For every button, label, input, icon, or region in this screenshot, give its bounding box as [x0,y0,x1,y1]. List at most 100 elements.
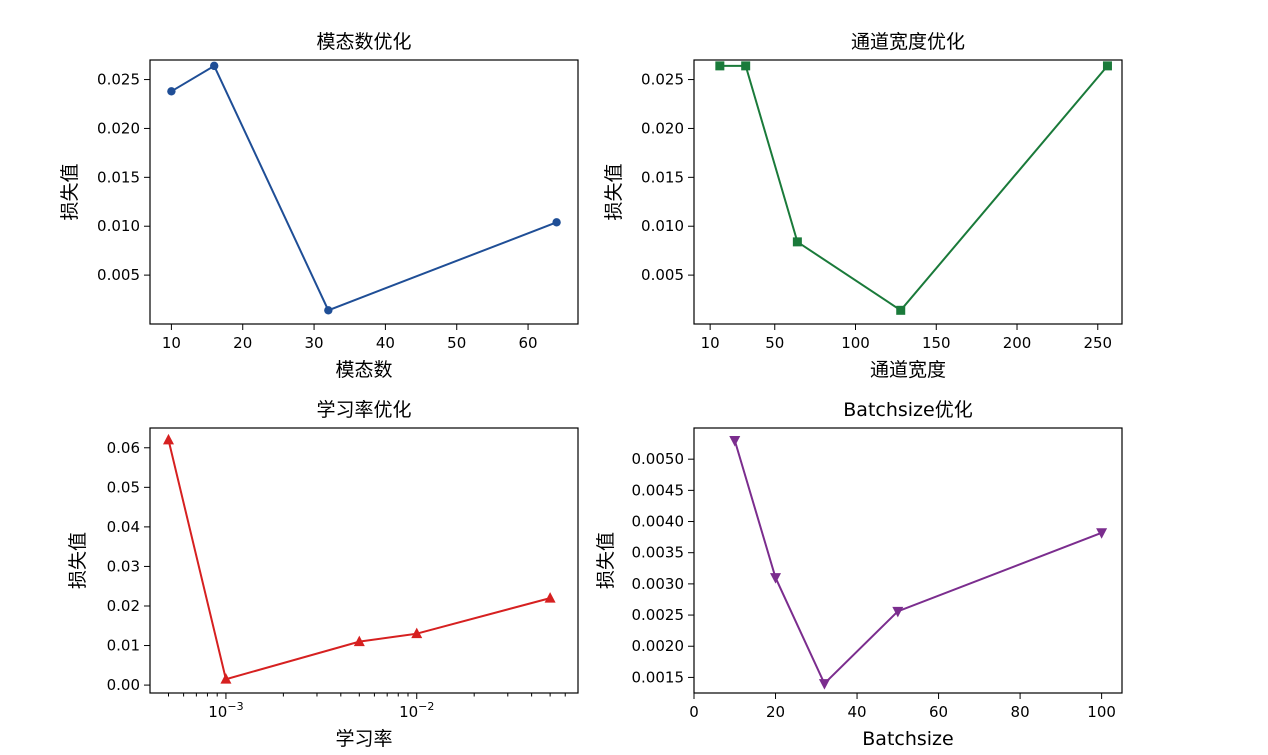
x-tick-label: 100 [1087,703,1116,721]
y-tick-label: 0.01 [107,637,140,655]
x-axis-label: 通道宽度 [870,359,946,381]
data-point [818,679,830,690]
y-tick-label: 0.0020 [632,637,685,655]
x-axis-label: 学习率 [335,728,392,750]
y-tick-label: 0.04 [107,518,140,536]
y-tick-label: 0.0035 [632,544,685,562]
y-tick-label: 0.020 [97,119,140,137]
y-tick-label: 0.025 [97,71,140,89]
data-point [892,606,904,618]
x-tick-label-base: 20 [766,703,785,721]
x-tick-label: 20 [233,334,252,352]
data-point [792,237,802,247]
y-tick-label: 0.010 [97,217,140,235]
plot-area-frame [149,427,579,694]
x-tick-label-base: 40 [848,703,867,721]
x-tick-label: 10 [162,334,181,352]
x-tick-label: 10−2 [399,700,434,721]
chart-title: Batchsize优化 [843,399,972,421]
x-tick-label: 60 [929,703,948,721]
data-point [552,218,561,227]
y-tick-label: 0.02 [107,597,140,615]
x-tick-label-base: 50 [765,334,784,352]
y-tick-label: 0.05 [107,478,140,496]
data-point [220,673,232,684]
x-tick-label: 250 [1083,334,1112,352]
x-tick-label-exponent: −3 [227,700,243,713]
x-tick-label-base: 50 [447,334,466,352]
x-axis-label: 模态数 [335,359,392,381]
x-tick-label: 40 [848,703,867,721]
x-tick-label: 50 [765,334,784,352]
data-point [741,61,751,71]
y-tick-label: 0.06 [107,439,140,457]
x-tick-label-base: 10 [208,703,227,721]
x-tick-label: 10−3 [208,700,243,721]
y-axis-label: 损失值 [59,163,81,220]
y-axis-label: 损失值 [603,163,625,220]
y-axis-label: 损失值 [595,532,617,589]
plot-area-frame [693,427,1123,694]
x-tick-label-base: 10 [162,334,181,352]
data-point [770,573,782,584]
data-point [162,433,174,445]
y-tick-label: 0.025 [641,71,684,89]
y-tick-label: 0.0030 [632,575,685,593]
x-tick-label: 60 [519,334,538,352]
y-tick-label: 0.020 [641,119,684,137]
plot-area-frame [693,59,1123,325]
x-tick-label-base: 60 [929,703,948,721]
x-tick-label: 0 [689,703,699,721]
x-tick-label-base: 200 [1003,334,1032,352]
y-tick-label: 0.0025 [632,606,685,624]
y-axis-label: 损失值 [67,532,89,589]
x-tick-label: 100 [841,334,870,352]
series-line [719,64,1109,312]
x-tick-label: 10 [701,334,720,352]
y-tick-label: 0.00 [107,676,140,694]
x-tick-label-base: 30 [305,334,324,352]
y-tick-label: 0.015 [97,168,140,186]
data-point [729,435,741,447]
y-tick-label: 0.0015 [632,668,685,686]
chart-title: 模态数优化 [316,31,411,53]
data-point [411,627,423,639]
y-tick-label: 0.010 [641,217,684,235]
x-tick-label: 20 [766,703,785,721]
plot-area-frame [149,59,579,325]
data-point [324,306,333,315]
x-tick-label-base: 40 [376,334,395,352]
x-tick-label-base: 10 [701,334,720,352]
x-tick-label-base: 100 [1087,703,1116,721]
x-tick-label-base: 250 [1083,334,1112,352]
y-tick-label: 0.005 [641,266,684,284]
data-point [167,87,176,96]
x-tick-label-base: 20 [233,334,252,352]
chart-title: 通道宽度优化 [851,31,965,53]
data-point [1096,528,1108,539]
data-point [1102,61,1112,71]
x-tick-label-base: 100 [841,334,870,352]
x-tick-label: 200 [1003,334,1032,352]
x-tick-label: 30 [305,334,324,352]
series-line [733,440,1102,686]
data-point [544,592,556,603]
data-point [353,635,365,647]
chart-panel-4: Batchsize优化 Batchsize 损失值 0 20 40 60 80 100 0.001… [595,399,1123,750]
y-tick-label: 0.0040 [632,513,685,531]
chart-title: 学习率优化 [316,399,411,421]
x-tick-label: 50 [447,334,466,352]
x-tick-label: 80 [1011,703,1030,721]
x-tick-label-base: 60 [519,334,538,352]
y-tick-label: 0.0050 [632,450,685,468]
x-tick-label: 40 [376,334,395,352]
y-tick-label: 0.03 [107,557,140,575]
x-tick-label-base: 80 [1011,703,1030,721]
x-tick-label: 150 [922,334,951,352]
data-point [715,61,725,71]
series-line [170,64,557,312]
